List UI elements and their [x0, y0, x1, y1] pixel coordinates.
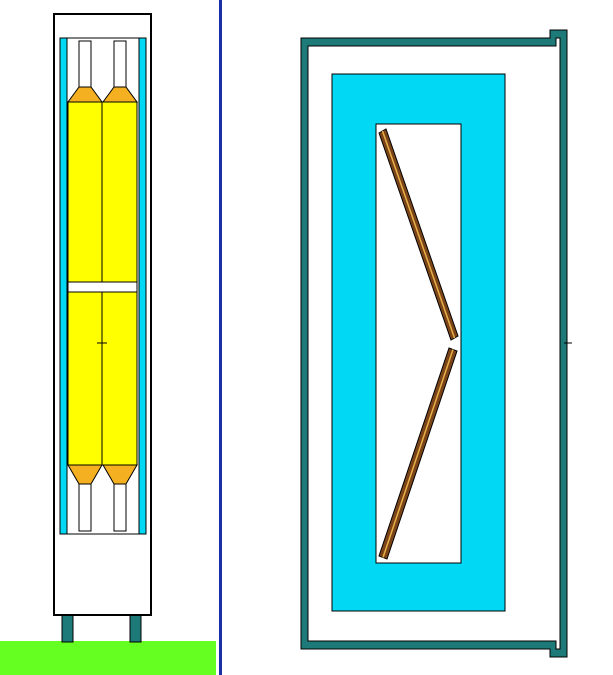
- right-assembly: [300, 29, 572, 658]
- view-divider: [219, 0, 222, 675]
- rod-top-right: [113, 40, 127, 88]
- diagonal-plate-upper: [378, 128, 459, 341]
- rod-bottom-right: [113, 483, 127, 532]
- rod-top-left: [78, 40, 92, 88]
- inner-chamber: [375, 123, 462, 564]
- support-leg-right: [129, 613, 142, 643]
- rod-bottom-left: [78, 483, 92, 532]
- ground-base: [0, 641, 216, 675]
- cylinder-upper-left: [67, 101, 103, 283]
- cylinder-lower-left: [67, 291, 103, 466]
- cylinder-lower-right: [101, 291, 138, 466]
- outer-frame-channel: [300, 29, 568, 658]
- left-assembly: [0, 13, 216, 675]
- middle-separator: [67, 281, 138, 293]
- crosshair-mark-left: [97, 338, 107, 348]
- cylinder-upper-right: [101, 101, 138, 283]
- support-leg-left: [61, 613, 74, 643]
- diagonal-plate-lower: [378, 347, 458, 560]
